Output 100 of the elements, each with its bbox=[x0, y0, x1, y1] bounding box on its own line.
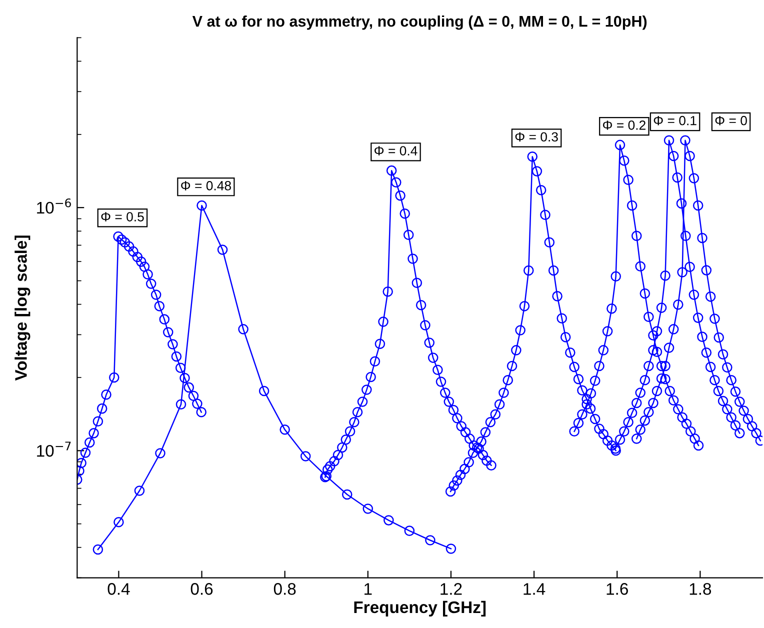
point bbox=[175, 362, 186, 374]
point bbox=[460, 464, 470, 474]
point bbox=[378, 316, 388, 327]
point bbox=[664, 386, 675, 396]
point bbox=[478, 450, 488, 460]
point bbox=[664, 135, 674, 146]
point bbox=[602, 326, 613, 336]
point bbox=[660, 270, 670, 281]
point bbox=[180, 372, 190, 384]
point bbox=[494, 399, 505, 410]
point bbox=[357, 396, 368, 407]
point bbox=[155, 448, 166, 458]
point bbox=[692, 312, 704, 323]
point bbox=[455, 470, 466, 480]
point bbox=[540, 210, 550, 220]
point bbox=[569, 426, 580, 437]
point bbox=[619, 426, 630, 437]
point bbox=[673, 404, 684, 414]
point bbox=[734, 428, 745, 438]
point bbox=[519, 301, 530, 312]
point bbox=[300, 451, 311, 462]
point bbox=[384, 515, 394, 526]
point bbox=[408, 254, 418, 264]
point bbox=[448, 480, 460, 491]
point bbox=[352, 407, 363, 418]
point bbox=[648, 398, 658, 408]
point bbox=[258, 386, 270, 396]
point bbox=[238, 324, 248, 334]
point bbox=[108, 372, 120, 383]
point bbox=[705, 362, 716, 372]
point bbox=[332, 450, 344, 460]
point bbox=[136, 256, 146, 267]
point bbox=[673, 299, 684, 310]
point bbox=[586, 388, 596, 399]
series-label: Φ = 0.1 bbox=[654, 116, 696, 126]
point bbox=[602, 435, 613, 446]
point bbox=[150, 290, 162, 300]
point bbox=[722, 404, 732, 414]
point bbox=[681, 418, 692, 429]
point bbox=[614, 140, 626, 150]
point bbox=[404, 526, 415, 536]
point bbox=[527, 152, 538, 162]
point bbox=[486, 460, 496, 470]
point bbox=[565, 348, 576, 358]
point bbox=[619, 156, 630, 166]
point bbox=[340, 434, 352, 445]
point bbox=[456, 421, 466, 432]
point bbox=[490, 409, 501, 420]
point bbox=[640, 288, 650, 299]
point bbox=[96, 403, 108, 414]
point bbox=[635, 388, 646, 398]
point bbox=[688, 173, 700, 184]
point bbox=[523, 265, 534, 276]
point bbox=[635, 424, 646, 435]
point bbox=[515, 325, 526, 336]
point bbox=[280, 424, 290, 435]
point bbox=[120, 237, 130, 248]
point bbox=[690, 434, 700, 444]
point bbox=[184, 382, 194, 393]
point bbox=[192, 398, 202, 409]
point bbox=[751, 428, 762, 438]
point bbox=[705, 292, 716, 302]
point bbox=[635, 261, 646, 272]
x-tick-label: 1 bbox=[364, 583, 372, 595]
point bbox=[594, 424, 604, 434]
point bbox=[428, 352, 438, 363]
point bbox=[693, 440, 704, 451]
x-tick-label: 1.6 bbox=[606, 583, 628, 595]
point bbox=[329, 456, 340, 466]
point bbox=[154, 301, 165, 312]
y-tick-label: 10$^{−7}$ bbox=[37, 442, 71, 457]
point bbox=[688, 290, 700, 300]
point bbox=[88, 428, 99, 438]
point bbox=[84, 437, 95, 448]
point bbox=[134, 486, 145, 496]
point bbox=[640, 375, 650, 386]
point bbox=[623, 174, 634, 186]
point bbox=[680, 230, 691, 241]
point bbox=[176, 399, 186, 410]
point bbox=[668, 150, 679, 162]
point bbox=[485, 417, 496, 428]
point bbox=[146, 278, 156, 289]
point bbox=[400, 208, 410, 219]
point bbox=[730, 386, 741, 397]
point bbox=[171, 351, 182, 362]
point bbox=[337, 442, 348, 453]
point bbox=[124, 241, 134, 252]
point bbox=[482, 455, 492, 466]
point bbox=[677, 267, 688, 278]
point bbox=[652, 326, 662, 336]
point bbox=[445, 486, 456, 497]
point bbox=[660, 374, 670, 384]
point bbox=[718, 349, 728, 360]
point bbox=[324, 461, 336, 472]
point bbox=[652, 386, 662, 396]
point bbox=[420, 320, 430, 330]
point bbox=[425, 535, 436, 546]
point bbox=[726, 412, 736, 423]
point bbox=[610, 443, 621, 454]
point bbox=[623, 417, 634, 428]
